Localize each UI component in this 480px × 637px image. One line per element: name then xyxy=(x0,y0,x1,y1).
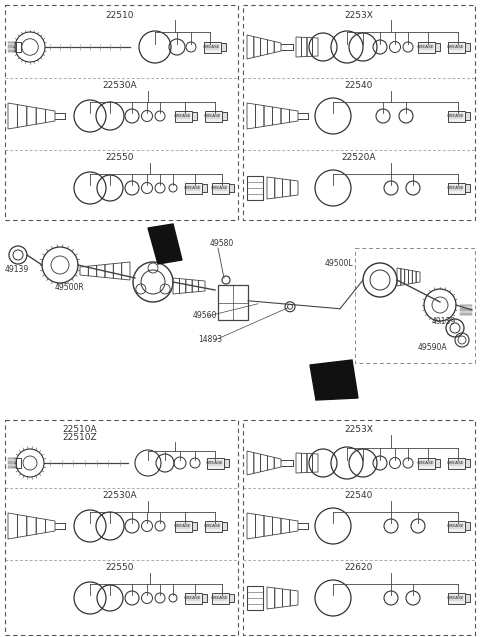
Text: GREASE: GREASE xyxy=(204,114,221,118)
Bar xyxy=(16,458,21,468)
Bar xyxy=(418,41,434,52)
Polygon shape xyxy=(148,224,182,264)
Bar xyxy=(185,182,202,194)
Bar xyxy=(175,110,192,122)
Bar xyxy=(220,43,226,51)
Bar xyxy=(204,41,220,52)
Text: GREASE: GREASE xyxy=(174,114,192,118)
Bar xyxy=(218,285,248,320)
Bar xyxy=(16,42,21,52)
Bar xyxy=(205,520,221,531)
Text: 49560: 49560 xyxy=(193,310,217,320)
Bar xyxy=(207,457,224,468)
Text: GREASE: GREASE xyxy=(211,596,228,600)
Text: 49500L: 49500L xyxy=(325,259,354,268)
Bar xyxy=(465,43,470,51)
Text: 49139: 49139 xyxy=(5,266,29,275)
Bar xyxy=(247,586,263,610)
Text: GREASE: GREASE xyxy=(417,461,434,465)
Text: 22530A: 22530A xyxy=(103,492,137,501)
Text: GREASE: GREASE xyxy=(204,524,221,528)
Bar xyxy=(465,184,470,192)
Text: 22550: 22550 xyxy=(106,154,134,162)
Text: 49139: 49139 xyxy=(432,317,456,327)
Bar xyxy=(202,594,207,602)
Bar xyxy=(185,592,202,603)
Text: GREASE: GREASE xyxy=(206,461,224,465)
Text: GREASE: GREASE xyxy=(447,114,465,118)
Bar xyxy=(465,112,470,120)
Bar xyxy=(434,43,440,51)
Text: 49590A: 49590A xyxy=(418,343,448,352)
Text: GREASE: GREASE xyxy=(447,524,465,528)
Bar xyxy=(448,457,465,468)
Text: 22520A: 22520A xyxy=(342,154,376,162)
Bar xyxy=(228,184,234,192)
Bar xyxy=(212,592,228,603)
Text: GREASE: GREASE xyxy=(447,461,465,465)
Bar xyxy=(448,520,465,531)
Text: 22540: 22540 xyxy=(345,82,373,90)
Text: GREASE: GREASE xyxy=(211,186,228,190)
Text: 2253X: 2253X xyxy=(345,10,373,20)
Text: 22510: 22510 xyxy=(106,10,134,20)
Bar xyxy=(175,520,192,531)
Bar xyxy=(448,182,465,194)
Text: 22540: 22540 xyxy=(345,492,373,501)
Bar xyxy=(448,110,465,122)
Bar xyxy=(202,184,207,192)
Bar xyxy=(205,110,221,122)
Bar xyxy=(224,459,229,467)
Text: GREASE: GREASE xyxy=(174,524,192,528)
Text: GREASE: GREASE xyxy=(184,186,202,190)
Bar xyxy=(221,522,227,530)
Bar xyxy=(221,112,227,120)
Bar xyxy=(418,457,434,468)
Bar xyxy=(434,459,440,467)
Text: GREASE: GREASE xyxy=(184,596,202,600)
Text: 22510A: 22510A xyxy=(63,424,97,434)
Bar xyxy=(465,522,470,530)
Text: GREASE: GREASE xyxy=(203,45,220,49)
Text: GREASE: GREASE xyxy=(447,186,465,190)
Text: 14893: 14893 xyxy=(198,336,222,345)
Text: 22550: 22550 xyxy=(106,564,134,573)
Bar xyxy=(192,112,197,120)
Text: GREASE: GREASE xyxy=(447,45,465,49)
Bar xyxy=(228,594,234,602)
Bar xyxy=(448,41,465,52)
Text: GREASE: GREASE xyxy=(447,596,465,600)
Bar xyxy=(448,592,465,603)
Bar xyxy=(212,182,228,194)
Bar xyxy=(465,459,470,467)
Text: 49500R: 49500R xyxy=(55,283,85,292)
Text: 2253X: 2253X xyxy=(345,426,373,434)
Bar xyxy=(192,522,197,530)
Text: 22620: 22620 xyxy=(345,564,373,573)
Text: 22530A: 22530A xyxy=(103,82,137,90)
Text: 22510Z: 22510Z xyxy=(63,434,97,443)
Bar xyxy=(247,176,263,200)
Polygon shape xyxy=(310,360,358,400)
Text: 49580: 49580 xyxy=(210,238,234,248)
Bar xyxy=(465,594,470,602)
Text: GREASE: GREASE xyxy=(417,45,434,49)
